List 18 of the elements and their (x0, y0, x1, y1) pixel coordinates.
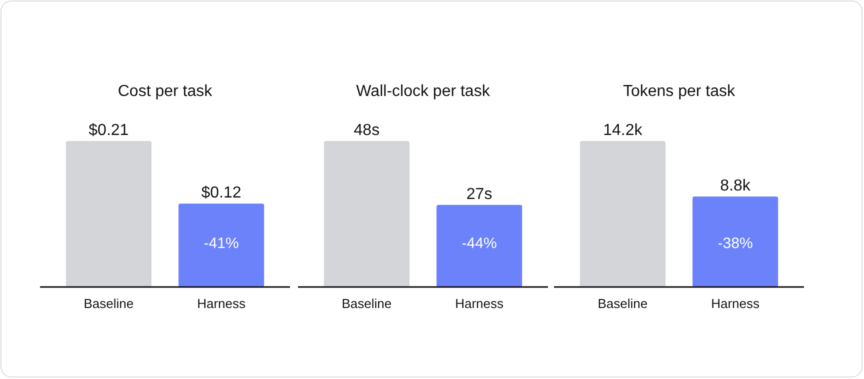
annotation: -44% (462, 234, 497, 252)
annotation: -38% (718, 234, 753, 252)
x-tick-label: Baseline (342, 296, 392, 311)
data-label: 27s (466, 186, 492, 203)
data-label: 8.8k (720, 178, 752, 195)
chart-title: Wall-clock per task (356, 83, 491, 100)
x-tick-label: Harness (197, 296, 246, 311)
chart-title: Cost per task (118, 83, 214, 100)
data-label: $0.21 (88, 122, 129, 139)
data-label: $0.12 (201, 184, 242, 202)
annotation: -41% (204, 234, 239, 252)
data-label: 48s (354, 122, 380, 139)
x-tick-label: Harness (455, 296, 504, 311)
x-tick-label: Baseline (598, 296, 648, 311)
chart-title: Tokens per task (622, 83, 736, 100)
x-tick-label: Harness (711, 296, 760, 311)
data-label: 14.2k (603, 122, 644, 139)
x-tick-label: Baseline (84, 296, 134, 311)
